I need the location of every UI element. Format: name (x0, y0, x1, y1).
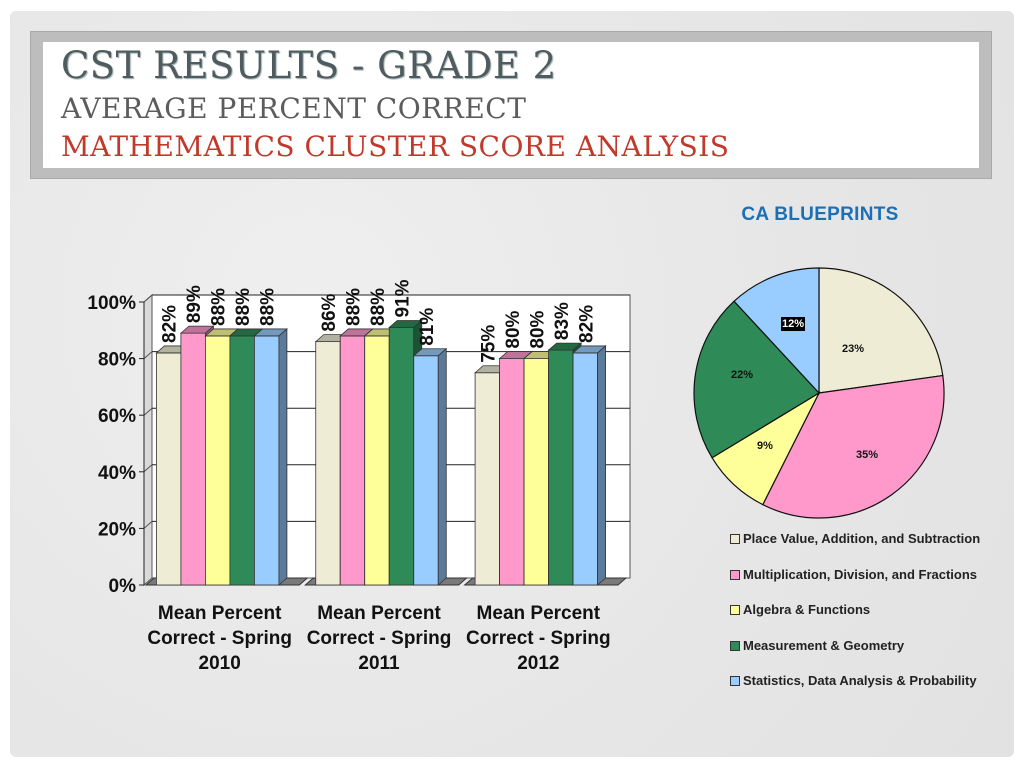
bar-front (548, 349, 574, 586)
x-category-label: Mean Percent (158, 603, 282, 624)
x-category-label: 2011 (358, 653, 400, 674)
bar-side (597, 345, 606, 586)
bar-front (315, 341, 341, 586)
y-tick-label: 80% (98, 350, 136, 371)
y-tick-label: 60% (98, 406, 136, 427)
bar-front (413, 355, 439, 586)
x-category-label: 2012 (517, 653, 559, 674)
bar-side (437, 347, 447, 586)
data-label: 83% (552, 302, 573, 340)
pie-slice-label: 35% (856, 449, 878, 461)
pie-label-bg (781, 317, 805, 331)
slide-title-line2: AVERAGE PERCENT CORRECT (61, 92, 527, 125)
pie-slice (733, 267, 820, 395)
data-label: 80% (527, 310, 548, 348)
data-label: 88% (368, 288, 389, 326)
x-category-label: Correct - Spring (147, 628, 292, 649)
legend-swatch (730, 534, 740, 544)
bar-front (205, 335, 231, 586)
legend-item: Measurement & Geometry (730, 638, 1010, 674)
data-label: 88% (258, 288, 279, 326)
bar-front (572, 352, 598, 586)
data-label: 88% (344, 288, 365, 326)
gridline-side (143, 521, 153, 529)
x-category-label: Mean Percent (477, 603, 601, 624)
legend-label: Statistics, Data Analysis & Probability (743, 673, 977, 688)
x-category-label: Mean Percent (317, 603, 441, 624)
pie-slice (693, 300, 820, 459)
bar (253, 328, 288, 586)
legend-item: Algebra & Functions (730, 602, 1010, 638)
y-tick-label: 40% (98, 463, 136, 484)
data-label: 88% (233, 288, 254, 326)
legend-item: Place Value, Addition, and Subtraction (730, 531, 1010, 567)
bar (572, 345, 607, 586)
data-label: 75% (478, 325, 499, 363)
data-label: 81% (417, 308, 438, 346)
gridline-side (143, 407, 153, 416)
y-tick-label: 100% (87, 293, 136, 314)
bar-front (474, 372, 500, 586)
x-category-label: Correct - Spring (307, 628, 452, 649)
legend-label: Algebra & Functions (743, 602, 871, 617)
y-tick-label: 20% (98, 519, 136, 540)
y-tick-label: 0% (109, 576, 137, 597)
legend-swatch (730, 640, 740, 651)
data-label: 91% (393, 279, 414, 317)
legend-item: Multiplication, Division, and Fractions (730, 567, 1010, 603)
bar (412, 347, 448, 586)
legend-swatch (730, 605, 740, 615)
gridline-side (143, 464, 153, 473)
pie-slice (761, 374, 945, 519)
legend-label: Place Value, Addition, and Subtraction (743, 531, 981, 546)
data-label: 82% (576, 305, 597, 343)
pie-slice-label: 23% (842, 343, 864, 355)
data-label: 80% (503, 310, 524, 348)
data-label: 82% (160, 305, 181, 343)
pie-slice-label: 9% (757, 440, 773, 452)
bar-front (388, 327, 415, 586)
title-panel: CST RESULTS - GRADE 2 AVERAGE PERCENT CO… (43, 42, 979, 168)
slide-title-line1: CST RESULTS - GRADE 2 (61, 44, 557, 87)
gridline-side (143, 294, 153, 303)
data-label: 89% (184, 285, 205, 323)
pie-slice-label: 22% (731, 369, 753, 381)
legend-label: Multiplication, Division, and Fractions (743, 566, 978, 582)
pie-slice (818, 267, 944, 394)
legend-item: Statistics, Data Analysis & Probability (730, 673, 1010, 709)
pie-chart-title: CA BLUEPRINTS (741, 204, 899, 225)
data-label: 86% (319, 293, 340, 331)
legend-swatch (730, 569, 740, 580)
legend-label: Measurement & Geometry (743, 637, 905, 653)
bar-side (278, 328, 288, 586)
pie-legend: Place Value, Addition, and Subtraction Mu… (730, 531, 1010, 709)
bar-front (180, 332, 206, 586)
legend-swatch (730, 676, 740, 686)
slide-title-line3: MATHEMATICS CLUSTER SCORE ANALYSIS (61, 130, 730, 163)
gridline-side (143, 351, 153, 359)
title-box: CST RESULTS - GRADE 2 AVERAGE PERCENT CO… (30, 31, 992, 179)
data-label: 88% (209, 288, 230, 326)
x-category-label: Correct - Spring (466, 628, 611, 649)
x-category-label: 2010 (199, 653, 241, 674)
pie-slice-label: 12% (782, 318, 804, 330)
